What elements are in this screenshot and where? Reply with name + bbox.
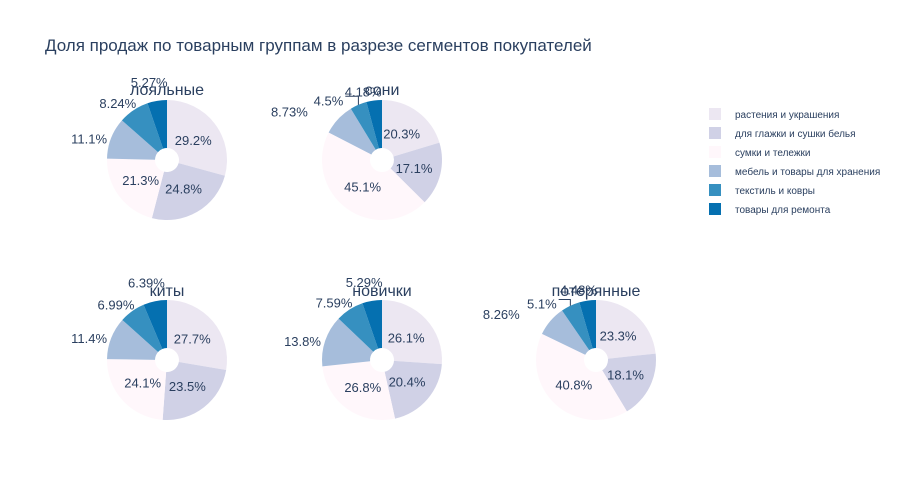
pie-slice-мебель-и-товары-для-хранения[interactable]	[322, 318, 374, 367]
pie-slice-для-глажки-и-сушки-белья[interactable]	[384, 360, 442, 419]
slice-label: 4.48%	[560, 283, 597, 298]
pie-лояльные: лояльные 29.2% 24.8% 21.3% 11.1% 8.24% 5.27%	[71, 75, 227, 220]
pie-title: новички	[352, 283, 411, 300]
legend-item-текстиль-и-ковры[interactable]: текстиль и ковры	[709, 184, 815, 197]
pie-slice-товары-для-ремонта[interactable]	[147, 100, 167, 149]
legend-label: растения и украшения	[735, 110, 839, 121]
slice-label: 26.1%	[388, 330, 425, 345]
slice-label: 18.1%	[607, 368, 644, 383]
pie-slice-растения-и-украшения[interactable]	[167, 100, 227, 176]
legend-label: текстиль и ковры	[735, 186, 815, 197]
pie-panels: лояльные 29.2% 24.8% 21.3% 11.1% 8.24% 5.27% со…	[71, 75, 656, 421]
legend-item-товары-для-ремонта[interactable]: товары для ремонта	[709, 203, 831, 216]
pie-slice-для-глажки-и-сушки-белья[interactable]	[602, 353, 656, 412]
slice-label: 23.5%	[169, 379, 206, 394]
pie-slice-мебель-и-товары-для-хранения[interactable]	[541, 310, 590, 355]
legend-item-сумки-и-тележки[interactable]: сумки и тележки	[709, 146, 811, 159]
legend-swatch	[709, 184, 721, 196]
label-leader-line	[345, 95, 359, 105]
slice-label: 5.29%	[346, 275, 383, 290]
slice-label: 45.1%	[344, 180, 381, 195]
slice-label: 24.8%	[165, 182, 202, 197]
pie-новички: новички 26.1% 20.4% 26.8% 13.8% 7.59% 5.29%	[284, 275, 442, 420]
pie-slice-сумки-и-тележки[interactable]	[107, 158, 164, 219]
pie-slice-товары-для-ремонта[interactable]	[366, 100, 382, 149]
pie-slice-растения-и-украшения[interactable]	[596, 300, 656, 359]
legend-swatch	[709, 127, 721, 139]
slice-label: 4.18%	[345, 84, 382, 99]
pie-slice-для-глажки-и-сушки-белья[interactable]	[162, 362, 227, 421]
slice-label: 8.73%	[271, 105, 308, 120]
pie-slice-сумки-и-тележки[interactable]	[107, 359, 167, 420]
legend-label: товары для ремонта	[735, 205, 831, 216]
pie-slice-мебель-и-товары-для-хранения[interactable]	[107, 319, 159, 360]
chart-title: Доля продаж по товарным группам в разрез…	[45, 36, 592, 55]
slice-label: 11.1%	[71, 131, 107, 146]
legend-swatch	[709, 165, 721, 177]
slice-label: 5.27%	[131, 75, 168, 90]
pie-slice-товары-для-ремонта[interactable]	[579, 300, 596, 349]
slice-label: 20.3%	[383, 126, 420, 141]
pie-slice-сумки-и-тележки[interactable]	[322, 361, 396, 420]
slice-label: 27.7%	[174, 332, 211, 347]
slice-label: 17.1%	[396, 161, 433, 176]
pie-title: лояльные	[130, 82, 204, 99]
slice-label: 5.1%	[527, 296, 557, 311]
slice-label: 29.2%	[175, 133, 212, 148]
slice-label: 26.8%	[344, 380, 381, 395]
legend-item-для-глажки-и-сушки-белья[interactable]: для глажки и сушки белья	[709, 127, 856, 140]
pie-title: сони	[365, 82, 400, 99]
pie-киты: киты 27.7% 23.5% 24.1% 11.4% 6.99% 6.39%	[71, 276, 227, 421]
pie-slice-для-глажки-и-сушки-белья[interactable]	[390, 142, 442, 203]
slice-label: 13.8%	[284, 334, 321, 349]
slice-label: 20.4%	[389, 375, 426, 390]
pie-slice-товары-для-ремонта[interactable]	[362, 300, 382, 349]
pie-slice-сумки-и-тележки[interactable]	[322, 132, 425, 221]
legend-swatch	[709, 146, 721, 158]
pie-slice-мебель-и-товары-для-хранения[interactable]	[107, 120, 158, 160]
legend-label: сумки и тележки	[735, 148, 811, 159]
pie-slice-текстиль-и-ковры[interactable]	[338, 303, 379, 352]
pie-потерянные: потерянные 23.3% 18.1% 40.8% 8.26% 5.1%4.48%	[483, 283, 656, 420]
slice-label: 8.26%	[483, 307, 520, 322]
pie-slice-для-глажки-и-сушки-белья[interactable]	[151, 163, 225, 220]
pie-slice-растения-и-украшения[interactable]	[382, 100, 440, 157]
label-leader-line	[558, 298, 571, 306]
slice-label: 7.59%	[316, 295, 353, 310]
slice-label: 24.1%	[124, 375, 161, 390]
pie-title: киты	[150, 283, 185, 300]
pie-slice-сумки-и-тележки[interactable]	[536, 333, 627, 420]
slice-label: 40.8%	[555, 377, 592, 392]
legend-item-растения-и-украшения[interactable]: растения и украшения	[709, 108, 839, 121]
slice-label: 8.24%	[99, 96, 136, 111]
pie-slice-текстиль-и-ковры[interactable]	[562, 302, 593, 351]
pie-slice-товары-для-ремонта[interactable]	[143, 300, 167, 349]
pie-slice-мебель-и-товары-для-хранения[interactable]	[328, 108, 376, 155]
slice-label: 11.4%	[71, 331, 107, 346]
pie-slice-текстиль-и-ковры[interactable]	[122, 304, 163, 352]
pie-title: потерянные	[552, 283, 641, 300]
slice-label: 6.99%	[98, 297, 135, 312]
slice-label: 23.3%	[600, 328, 637, 343]
legend-label: для глажки и сушки белья	[735, 128, 856, 140]
slice-label: 4.5%	[314, 93, 344, 108]
pie-slice-растения-и-украшения[interactable]	[382, 300, 442, 365]
pie-slice-растения-и-украшения[interactable]	[167, 300, 227, 371]
legend-swatch	[709, 203, 721, 215]
legend-item-мебель-и-товары-для-хранения[interactable]: мебель и товары для хранения	[709, 165, 880, 178]
slice-label: 21.3%	[122, 173, 159, 188]
pie-slice-текстиль-и-ковры[interactable]	[350, 102, 379, 150]
pie-сони: сони 20.3% 17.1% 45.1% 8.73% 4.5%4.18%	[271, 82, 442, 221]
legend: растения и украшения для глажки и сушки б…	[709, 108, 880, 216]
pie-slice-текстиль-и-ковры[interactable]	[121, 103, 164, 153]
legend-label: мебель и товары для хранения	[735, 166, 880, 178]
legend-swatch	[709, 108, 721, 120]
slice-label: 6.39%	[128, 276, 165, 291]
